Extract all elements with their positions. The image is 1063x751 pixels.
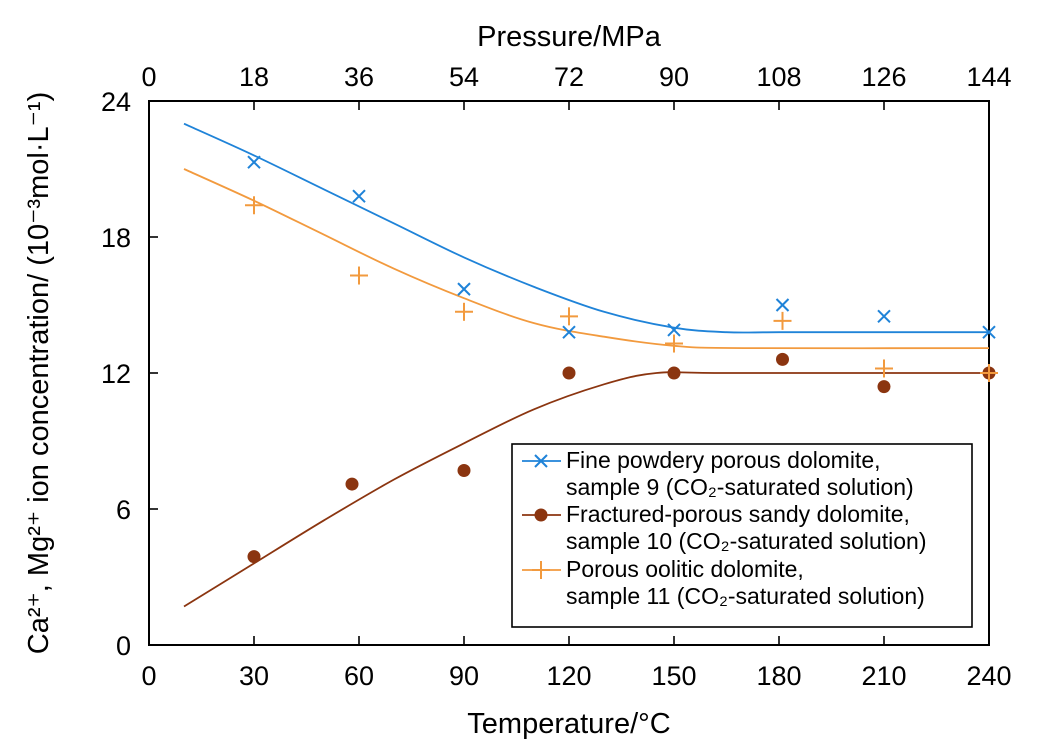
data-point-series-2 bbox=[247, 550, 261, 564]
data-point-series-1 bbox=[562, 325, 576, 339]
y-tick-label: 18 bbox=[101, 223, 131, 253]
data-markers bbox=[245, 155, 998, 564]
data-point-series-3 bbox=[455, 302, 473, 321]
data-point-series-3 bbox=[875, 359, 893, 378]
x-tick-label: 210 bbox=[861, 661, 906, 691]
x-tick-label: 30 bbox=[239, 661, 269, 691]
legend-item-series-2: Fractured-porous sandy dolomite,sample 1… bbox=[522, 501, 926, 554]
data-point-series-1 bbox=[775, 298, 790, 312]
legend-item-series-1: Fine powdery porous dolomite,sample 9 (C… bbox=[522, 447, 914, 500]
top-tick-label: 90 bbox=[659, 62, 689, 92]
data-point-series-2 bbox=[457, 463, 471, 477]
legend-label-line2: sample 10 (CO₂-saturated solution) bbox=[566, 528, 926, 554]
data-point-series-3 bbox=[665, 334, 683, 353]
fit-line-series-2 bbox=[183, 371, 989, 608]
top-axis-title: Pressure/MPa bbox=[477, 21, 662, 53]
legend-swatch-marker bbox=[534, 454, 548, 468]
x-tick-label: 0 bbox=[141, 661, 156, 691]
legend-label-line1: Fine powdery porous dolomite, bbox=[566, 447, 881, 473]
legend-label-line2: sample 9 (CO₂-saturated solution) bbox=[566, 474, 914, 500]
legend-label-line1: Fractured-porous sandy dolomite, bbox=[566, 501, 910, 527]
legend-swatch-marker bbox=[534, 508, 548, 522]
fit-lines bbox=[183, 122, 990, 608]
data-point-series-3 bbox=[773, 311, 792, 330]
data-point-series-3 bbox=[560, 307, 578, 326]
top-tick-label: 18 bbox=[239, 62, 269, 92]
x-tick-label: 90 bbox=[449, 661, 479, 691]
x-tick-label: 60 bbox=[344, 661, 374, 691]
y-tick-label: 24 bbox=[101, 87, 131, 117]
x-axis-title: Temperature/°C bbox=[467, 708, 670, 740]
top-tick-label: 36 bbox=[344, 62, 374, 92]
x-tick-label: 180 bbox=[756, 661, 801, 691]
top-axis-ticks: 0 18 36 54 72 90 108 126 144 bbox=[141, 62, 1012, 110]
data-point-series-1 bbox=[667, 323, 681, 337]
y-axis-ticks: 0 6 12 18 24 bbox=[101, 87, 158, 661]
legend: Fine powdery porous dolomite,sample 9 (C… bbox=[511, 443, 973, 628]
data-point-series-1 bbox=[877, 309, 891, 324]
legend-item-series-3: Porous oolitic dolomite,sample 11 (CO₂-s… bbox=[522, 556, 925, 609]
x-tick-label: 150 bbox=[651, 661, 696, 691]
data-point-series-3 bbox=[350, 266, 368, 285]
y-tick-label: 6 bbox=[116, 495, 131, 525]
data-point-series-3 bbox=[245, 196, 263, 215]
y-tick-label: 12 bbox=[101, 359, 131, 389]
legend-box bbox=[511, 443, 973, 628]
fit-line-series-1 bbox=[183, 122, 989, 334]
data-point-series-1 bbox=[352, 189, 366, 203]
data-point-series-2 bbox=[562, 366, 576, 380]
y-tick-label: 0 bbox=[116, 631, 131, 661]
data-point-series-2 bbox=[877, 380, 891, 394]
legend-label-line1: Porous oolitic dolomite, bbox=[566, 556, 804, 582]
top-tick-label: 54 bbox=[449, 62, 479, 92]
data-point-series-1 bbox=[457, 282, 471, 296]
top-tick-label: 108 bbox=[756, 62, 801, 92]
legend-swatch-marker bbox=[532, 561, 550, 579]
data-point-series-2 bbox=[776, 352, 789, 366]
legend-label-line2: sample 11 (CO₂-saturated solution) bbox=[566, 583, 925, 609]
top-tick-label: 144 bbox=[966, 62, 1011, 92]
x-axis-ticks: 0 30 60 90 120 150 180 210 240 bbox=[141, 636, 1012, 691]
top-tick-label: 126 bbox=[861, 62, 906, 92]
data-point-series-2 bbox=[345, 477, 359, 491]
y-axis-title: Ca²⁺, Mg²⁺ ion concentration/ (10⁻³mol·L… bbox=[23, 92, 55, 654]
top-tick-label: 72 bbox=[554, 62, 584, 92]
data-point-series-1 bbox=[247, 155, 261, 169]
data-point-series-1 bbox=[982, 325, 996, 339]
data-point-series-3 bbox=[980, 364, 998, 382]
x-tick-label: 240 bbox=[966, 661, 1011, 691]
fit-line-series-3 bbox=[183, 168, 990, 350]
top-tick-label: 0 bbox=[141, 62, 156, 92]
x-tick-label: 120 bbox=[546, 661, 591, 691]
data-point-series-2 bbox=[667, 366, 681, 380]
